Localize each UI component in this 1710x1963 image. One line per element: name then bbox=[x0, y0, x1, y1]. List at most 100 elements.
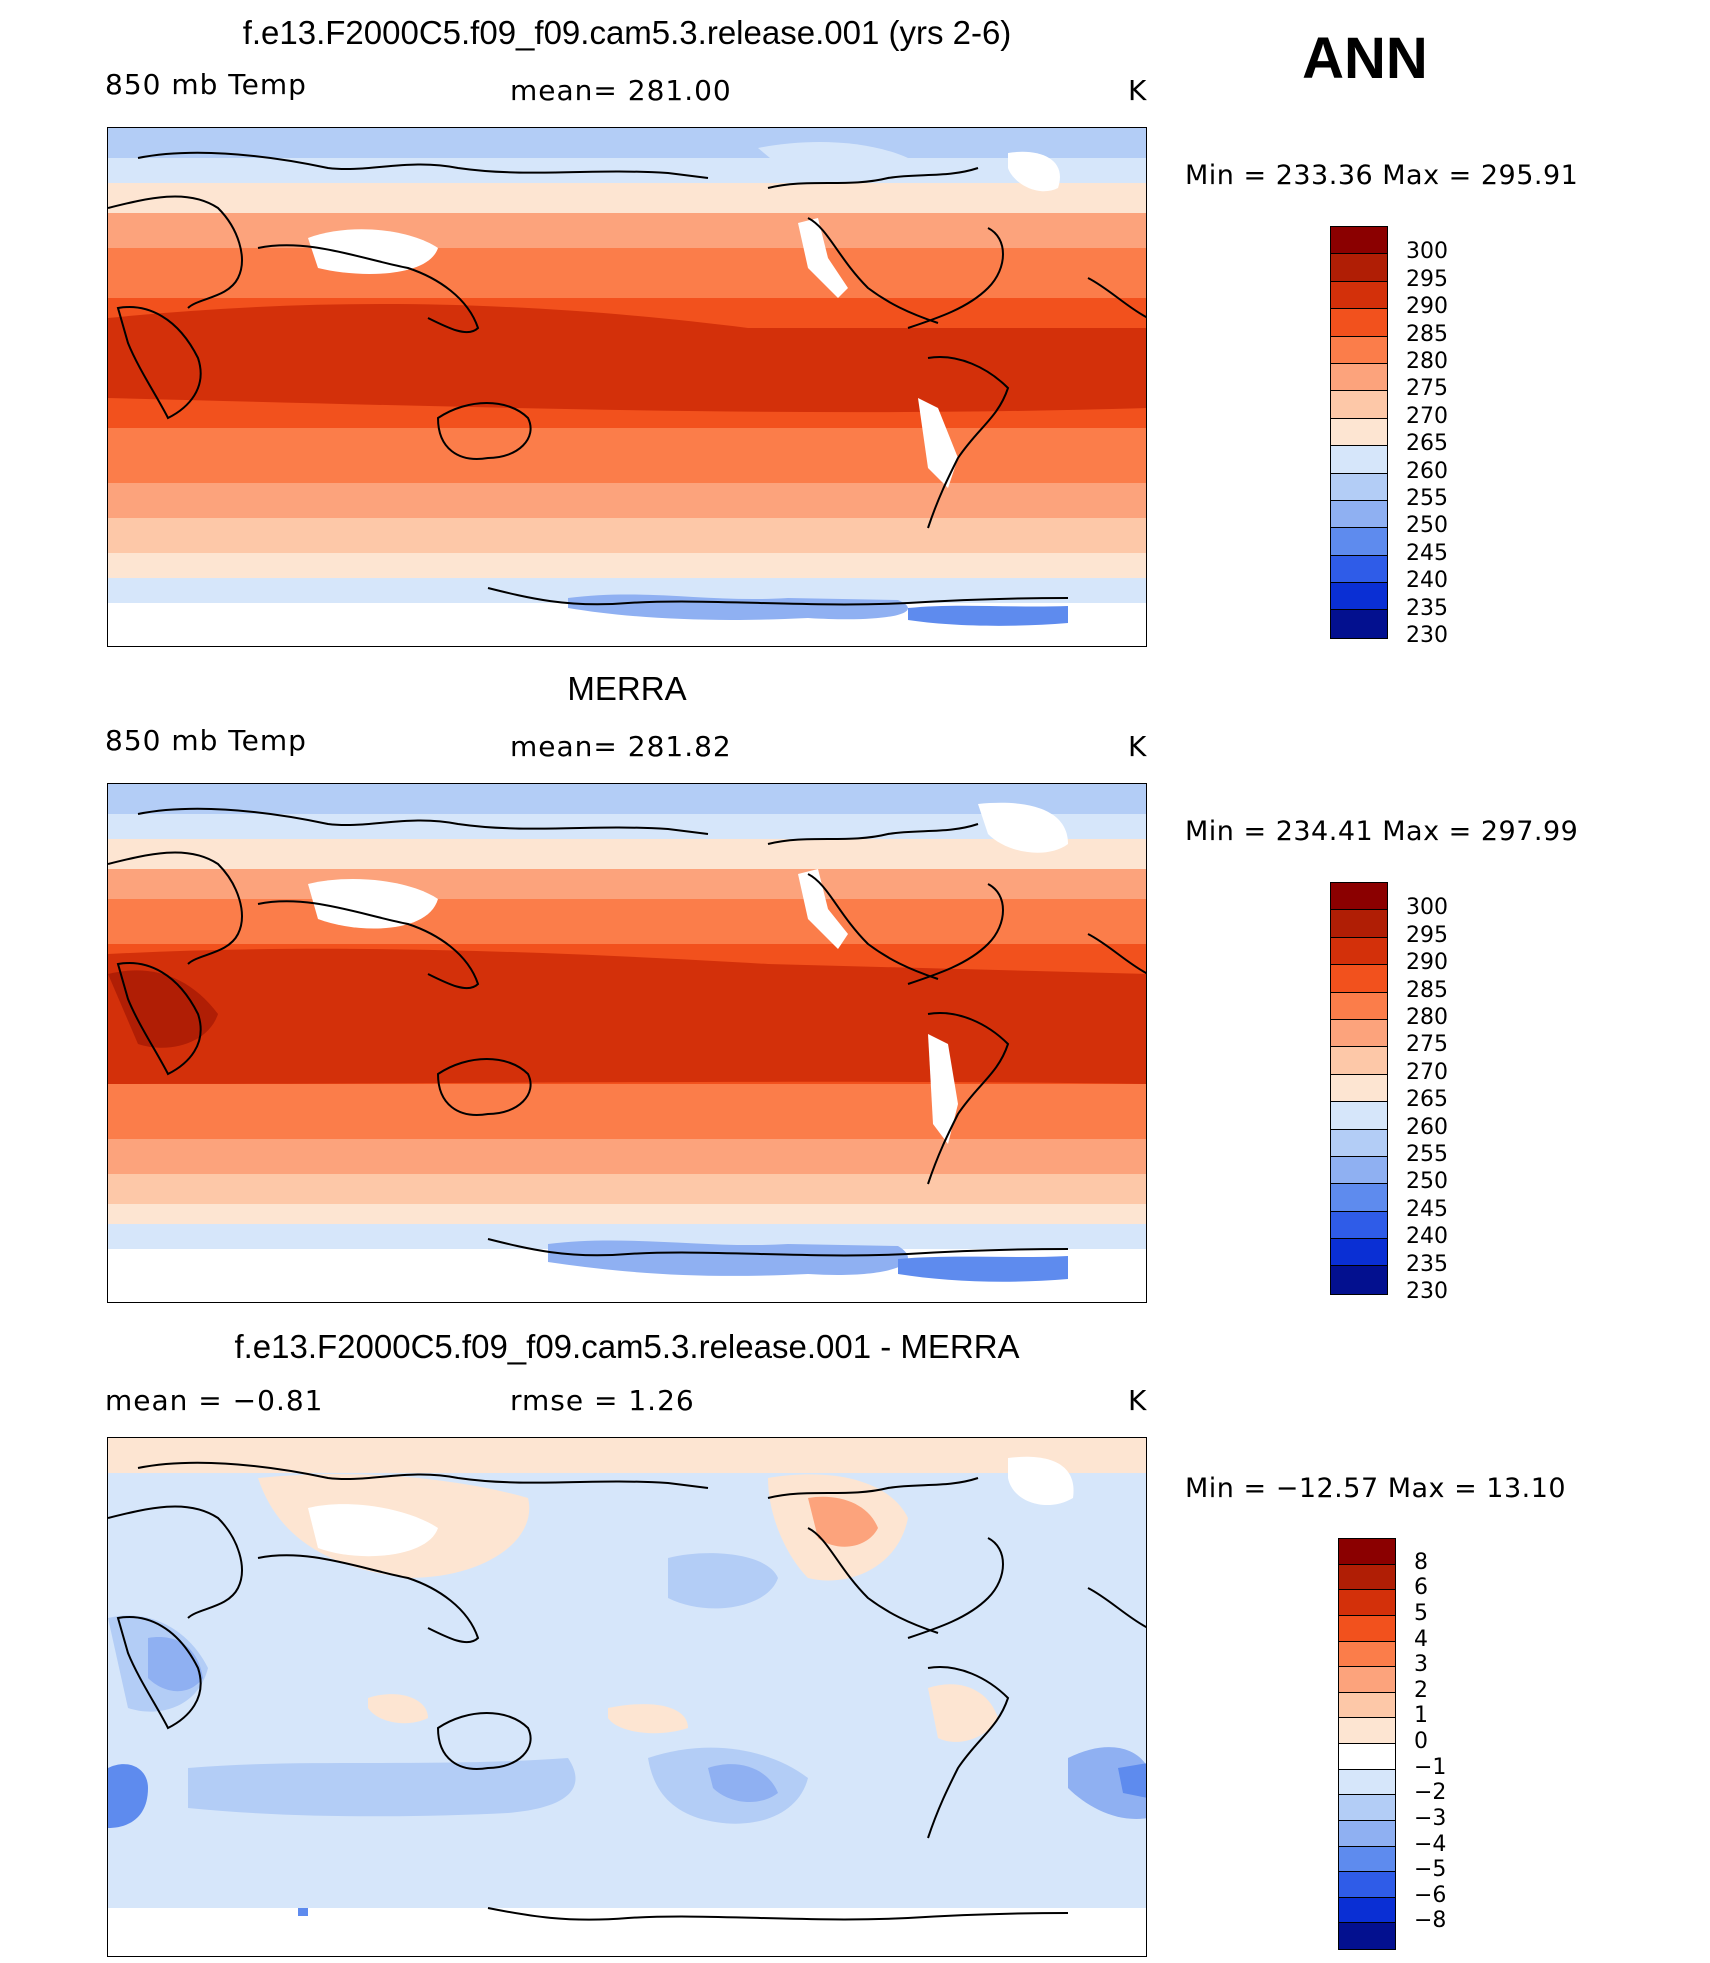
colorbar-swatch bbox=[1331, 937, 1387, 966]
colorbar-tick-label: 240 bbox=[1406, 1224, 1448, 1250]
panel-2-unit-label: K bbox=[1128, 730, 1148, 763]
colorbar-swatch bbox=[1339, 1820, 1395, 1847]
colorbar-tick-label: 275 bbox=[1406, 1032, 1448, 1058]
colorbar-swatch bbox=[1339, 1718, 1395, 1744]
colorbar-tick-label: 1 bbox=[1414, 1703, 1428, 1729]
colorbar-swatch bbox=[1339, 1923, 1395, 1949]
colorbar-swatch bbox=[1339, 1564, 1395, 1591]
colorbar-tick-label: 255 bbox=[1406, 486, 1448, 511]
panel-3-map-svg bbox=[108, 1438, 1146, 1956]
panel-1-variable-label: 850 mb Temp bbox=[105, 68, 307, 101]
colorbar-swatch bbox=[1331, 281, 1387, 310]
colorbar-swatch bbox=[1331, 473, 1387, 501]
colorbar-tick-label: −5 bbox=[1414, 1857, 1447, 1883]
panel-1-minmax: Min = 233.36 Max = 295.91 bbox=[1185, 160, 1579, 191]
colorbar-tick-label: 8 bbox=[1414, 1549, 1428, 1575]
panel-3-mean-label: mean = −0.81 bbox=[105, 1384, 324, 1417]
colorbar-swatch bbox=[1331, 965, 1387, 993]
colorbar-swatch bbox=[1331, 363, 1387, 392]
colorbar-tick-label: 265 bbox=[1406, 431, 1448, 457]
colorbar-tick-label: 245 bbox=[1406, 540, 1448, 566]
colorbar-swatch bbox=[1331, 254, 1387, 282]
colorbar-swatch bbox=[1331, 446, 1387, 474]
colorbar-swatch bbox=[1331, 1239, 1387, 1267]
colorbar-tick-label: 295 bbox=[1406, 922, 1448, 948]
colorbar-swatch bbox=[1331, 1266, 1387, 1294]
colorbar-swatch bbox=[1331, 227, 1387, 255]
panel-1-mean-label: mean= 281.00 bbox=[510, 74, 732, 107]
colorbar-tick-label: 230 bbox=[1406, 1279, 1448, 1304]
colorbar-swatch bbox=[1339, 1846, 1395, 1873]
colorbar-swatch bbox=[1331, 336, 1387, 364]
colorbar-swatch bbox=[1339, 1539, 1395, 1565]
colorbar-swatch bbox=[1339, 1795, 1395, 1821]
panel-3-rmse-label: rmse = 1.26 bbox=[510, 1384, 695, 1417]
colorbar-tick-label: 300 bbox=[1406, 895, 1448, 921]
panel-2-title: MERRA bbox=[567, 670, 687, 707]
colorbar-tick-label: 230 bbox=[1406, 623, 1448, 648]
panel-2-variable-label: 850 mb Temp bbox=[105, 724, 307, 757]
colorbar-tick-label: 6 bbox=[1414, 1575, 1428, 1601]
colorbar-tick-label: 265 bbox=[1406, 1087, 1448, 1113]
panel-1-map-svg bbox=[108, 128, 1146, 646]
colorbar-tick-label: −8 bbox=[1414, 1908, 1447, 1934]
colorbar-swatch bbox=[1331, 1184, 1387, 1212]
colorbar-swatch bbox=[1339, 1615, 1395, 1642]
panel-2-colorbar bbox=[1330, 882, 1388, 1295]
colorbar-swatch bbox=[1331, 555, 1387, 584]
colorbar-swatch bbox=[1339, 1641, 1395, 1668]
colorbar-tick-label: −1 bbox=[1414, 1754, 1447, 1780]
colorbar-swatch bbox=[1339, 1769, 1395, 1796]
panel-1-map bbox=[107, 127, 1147, 647]
panel-3-minmax: Min = −12.57 Max = 13.10 bbox=[1185, 1473, 1567, 1504]
colorbar-swatch bbox=[1331, 910, 1387, 938]
panel-2-minmax: Min = 234.41 Max = 297.99 bbox=[1185, 816, 1579, 847]
colorbar-swatch bbox=[1339, 1897, 1395, 1924]
colorbar-tick-label: 270 bbox=[1406, 403, 1448, 429]
colorbar-tick-label: 255 bbox=[1406, 1142, 1448, 1167]
colorbar-tick-label: 260 bbox=[1406, 458, 1448, 484]
panel-1-title: f.e13.F2000C5.f09_f09.cam5.3.release.001… bbox=[242, 14, 1012, 51]
colorbar-swatch bbox=[1331, 1102, 1387, 1130]
colorbar-tick-label: 260 bbox=[1406, 1114, 1448, 1140]
colorbar-tick-label: 285 bbox=[1406, 321, 1448, 347]
colorbar-swatch bbox=[1331, 418, 1387, 447]
colorbar-tick-label: 295 bbox=[1406, 266, 1448, 292]
panel-3-colorbar bbox=[1338, 1538, 1396, 1950]
colorbar-swatch bbox=[1331, 883, 1387, 911]
colorbar-swatch bbox=[1339, 1744, 1395, 1770]
colorbar-swatch bbox=[1339, 1667, 1395, 1693]
panel-1-unit-label: K bbox=[1128, 74, 1148, 107]
colorbar-tick-label: 290 bbox=[1406, 950, 1448, 976]
colorbar-tick-label: 0 bbox=[1414, 1729, 1428, 1754]
panel-2-mean-label: mean= 281.82 bbox=[510, 730, 732, 763]
colorbar-tick-label: 2 bbox=[1414, 1677, 1428, 1703]
colorbar-swatch bbox=[1331, 500, 1387, 529]
colorbar-tick-label: 280 bbox=[1406, 349, 1448, 374]
colorbar-tick-label: 250 bbox=[1406, 1169, 1448, 1195]
colorbar-swatch bbox=[1331, 1156, 1387, 1185]
colorbar-tick-label: −4 bbox=[1414, 1831, 1447, 1857]
colorbar-tick-label: 270 bbox=[1406, 1059, 1448, 1085]
panel-1-colorbar bbox=[1330, 226, 1388, 639]
colorbar-swatch bbox=[1331, 583, 1387, 611]
panel-2-map-svg bbox=[108, 784, 1146, 1302]
colorbar-tick-label: −6 bbox=[1414, 1882, 1447, 1908]
colorbar-tick-label: 290 bbox=[1406, 294, 1448, 320]
colorbar-tick-label: 275 bbox=[1406, 376, 1448, 402]
colorbar-tick-label: 250 bbox=[1406, 513, 1448, 539]
colorbar-swatch bbox=[1331, 992, 1387, 1020]
colorbar-swatch bbox=[1331, 610, 1387, 638]
colorbar-swatch bbox=[1339, 1872, 1395, 1898]
colorbar-swatch bbox=[1331, 1129, 1387, 1157]
colorbar-swatch bbox=[1331, 309, 1387, 337]
season-label: ANN bbox=[1302, 26, 1428, 91]
colorbar-tick-label: 280 bbox=[1406, 1005, 1448, 1030]
colorbar-tick-label: −2 bbox=[1414, 1780, 1447, 1806]
colorbar-tick-label: 245 bbox=[1406, 1196, 1448, 1222]
colorbar-swatch bbox=[1331, 528, 1387, 556]
colorbar-tick-label: 235 bbox=[1406, 1251, 1448, 1277]
panel-3-title: f.e13.F2000C5.f09_f09.cam5.3.release.001… bbox=[234, 1328, 1020, 1365]
colorbar-tick-label: 240 bbox=[1406, 568, 1448, 594]
panel-3-map bbox=[107, 1437, 1147, 1957]
